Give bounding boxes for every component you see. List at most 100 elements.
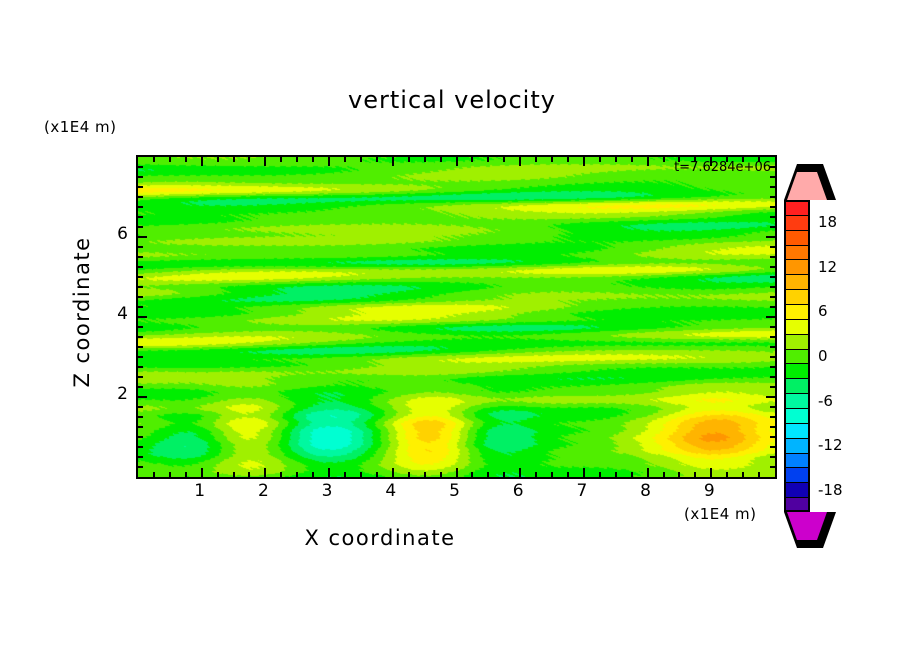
x-tick-top bbox=[758, 157, 761, 162]
colorbar-band bbox=[784, 348, 810, 364]
x-tick-bottom bbox=[582, 468, 585, 477]
colorbar-band bbox=[784, 497, 810, 513]
x-tick-bottom bbox=[264, 468, 267, 477]
x-tick-label: 4 bbox=[385, 481, 397, 501]
colorbar-band bbox=[784, 229, 810, 246]
y-tick-right bbox=[770, 226, 775, 228]
y-tick-left bbox=[138, 276, 143, 278]
y-tick-left bbox=[138, 306, 143, 308]
x-tick-top bbox=[678, 157, 681, 162]
x-tick-bottom bbox=[375, 472, 378, 477]
y-tick-right bbox=[766, 396, 775, 398]
y-tick-right bbox=[766, 316, 775, 318]
y-tick-right bbox=[770, 286, 775, 288]
x-tick-top bbox=[344, 157, 347, 162]
y-tick-left bbox=[138, 286, 143, 288]
x-tick-bottom bbox=[280, 472, 283, 477]
y-tick-right bbox=[770, 426, 775, 428]
x-tick-label: 2 bbox=[257, 481, 269, 501]
x-axis-title: X coordinate bbox=[304, 526, 456, 550]
y-tick-left bbox=[138, 466, 143, 468]
y-axis-unit-label: (x1E4 m) bbox=[44, 118, 117, 136]
y-tick-right bbox=[766, 236, 775, 238]
x-tick-top bbox=[264, 157, 267, 166]
colorbar-band bbox=[784, 244, 810, 260]
x-tick-top bbox=[519, 157, 522, 166]
x-tick-bottom bbox=[694, 472, 697, 477]
y-tick-right bbox=[770, 246, 775, 248]
y-tick-left bbox=[138, 316, 147, 318]
x-tick-top bbox=[614, 157, 617, 162]
x-tick-top bbox=[359, 157, 362, 162]
colorbar[interactable] bbox=[784, 164, 836, 548]
x-tick-top bbox=[535, 157, 538, 162]
y-tick-left bbox=[138, 256, 143, 258]
colorbar-tick-label: -6 bbox=[818, 391, 833, 410]
y-tick-right bbox=[770, 456, 775, 458]
x-tick-top bbox=[200, 157, 203, 166]
y-tick-left bbox=[138, 186, 143, 188]
colorbar-band bbox=[784, 318, 810, 335]
x-tick-bottom bbox=[614, 472, 617, 477]
y-tick-left bbox=[138, 226, 143, 228]
x-tick-top bbox=[391, 157, 394, 166]
x-tick-top bbox=[726, 157, 729, 162]
x-tick-bottom bbox=[391, 468, 394, 477]
x-tick-top bbox=[582, 157, 585, 166]
x-tick-label: 7 bbox=[576, 481, 588, 501]
x-tick-top bbox=[646, 157, 649, 166]
y-tick-left bbox=[138, 296, 143, 298]
colorbar-band bbox=[784, 289, 810, 305]
y-tick-left bbox=[138, 376, 143, 378]
y-tick-right bbox=[770, 256, 775, 258]
colorbar-band bbox=[784, 452, 810, 468]
x-tick-top bbox=[407, 157, 410, 162]
x-tick-bottom bbox=[200, 468, 203, 477]
y-tick-right bbox=[770, 206, 775, 208]
x-tick-top bbox=[566, 157, 569, 162]
x-tick-bottom bbox=[439, 472, 442, 477]
y-tick-left bbox=[138, 246, 143, 248]
x-tick-bottom bbox=[232, 472, 235, 477]
y-tick-left bbox=[138, 406, 143, 408]
y-tick-left bbox=[138, 266, 143, 268]
y-tick-left bbox=[138, 366, 143, 368]
x-tick-label: 6 bbox=[512, 481, 524, 501]
y-tick-right bbox=[770, 296, 775, 298]
x-axis-unit-label: (x1E4 m) bbox=[684, 505, 757, 523]
colorbar-tick-label: -18 bbox=[818, 480, 843, 499]
y-tick-right bbox=[770, 196, 775, 198]
x-tick-top bbox=[503, 157, 506, 162]
colorbar-band bbox=[784, 378, 810, 394]
colorbar-band bbox=[784, 214, 810, 231]
x-tick-bottom bbox=[216, 472, 219, 477]
y-tick-left bbox=[138, 206, 143, 208]
y-tick-left bbox=[138, 446, 143, 448]
colorbar-band bbox=[784, 437, 810, 454]
y-tick-right bbox=[770, 356, 775, 358]
colorbar-tick-label: 12 bbox=[818, 257, 838, 276]
y-tick-left bbox=[138, 196, 143, 198]
y-tick-left bbox=[138, 356, 143, 358]
y-tick-right bbox=[770, 166, 775, 168]
y-tick-left bbox=[138, 436, 143, 438]
x-tick-bottom bbox=[710, 468, 713, 477]
colorbar-band bbox=[784, 408, 810, 424]
x-tick-bottom bbox=[551, 472, 554, 477]
x-tick-top bbox=[232, 157, 235, 162]
colorbar-band bbox=[784, 393, 810, 409]
x-tick-bottom bbox=[598, 472, 601, 477]
colorbar-under-arrow bbox=[787, 512, 827, 540]
x-tick-label: 9 bbox=[703, 481, 715, 501]
page-title: vertical velocity bbox=[348, 86, 556, 114]
x-tick-bottom bbox=[184, 472, 187, 477]
contour-plot-area[interactable]: t=7.6284e+06 bbox=[136, 155, 777, 479]
y-tick-left bbox=[138, 176, 143, 178]
colorbar-band bbox=[784, 467, 810, 483]
y-tick-label: 6 bbox=[117, 224, 128, 244]
x-tick-top bbox=[439, 157, 442, 162]
x-tick-top bbox=[168, 157, 171, 162]
x-tick-label: 5 bbox=[449, 481, 460, 501]
x-tick-top bbox=[455, 157, 458, 166]
x-tick-bottom bbox=[646, 468, 649, 477]
